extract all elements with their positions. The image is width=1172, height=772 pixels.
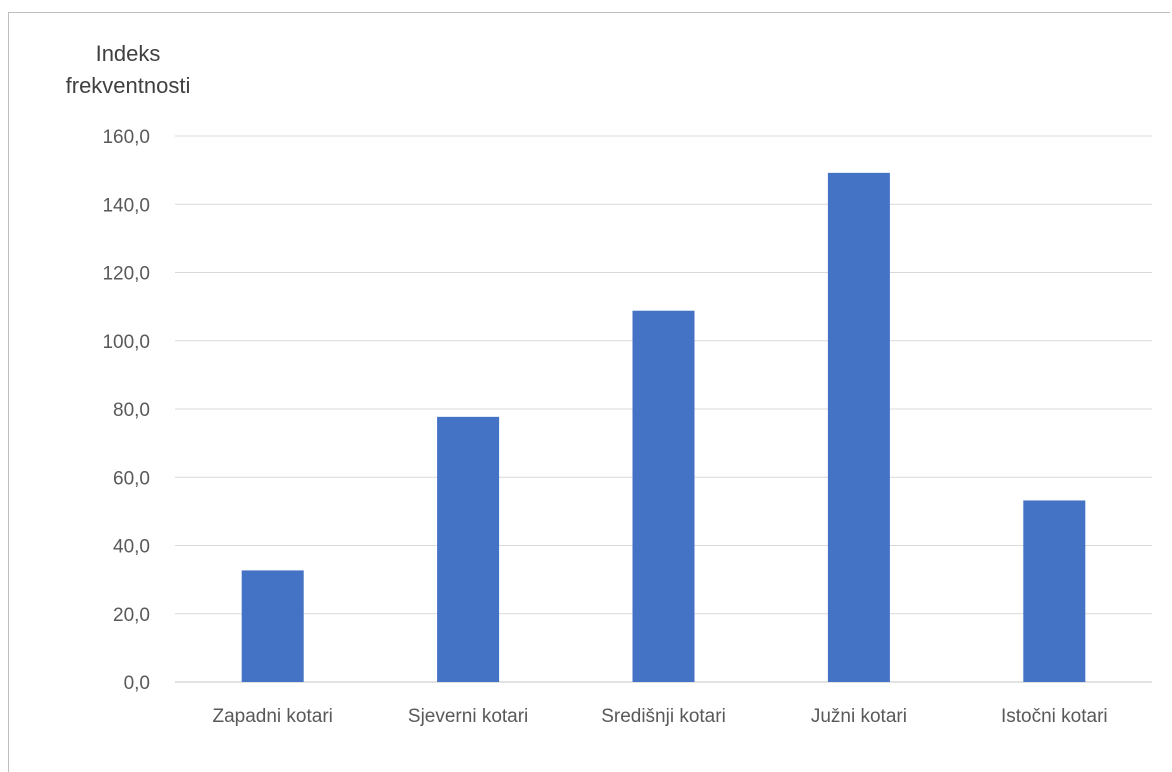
- x-tick-label: Zapadni kotari: [212, 706, 332, 727]
- y-tick-label: 120,0: [102, 264, 150, 285]
- chart-frame: [8, 12, 1170, 772]
- y-tick-label: 100,0: [102, 332, 150, 353]
- bar: [827, 172, 890, 683]
- x-tick-label: Istočni kotari: [1001, 706, 1108, 727]
- y-tick-label: 20,0: [113, 605, 150, 626]
- y-axis-label-line-2: frekventnosti: [65, 73, 191, 98]
- x-tick-label: Južni kotari: [811, 706, 907, 727]
- bar: [632, 310, 695, 682]
- y-tick-label: 60,0: [113, 468, 150, 489]
- y-tick-label: 0,0: [124, 673, 150, 694]
- y-tick-label: 160,0: [102, 127, 150, 148]
- bar: [437, 416, 500, 682]
- y-tick-label: 40,0: [113, 537, 150, 558]
- bar: [1023, 500, 1086, 682]
- y-tick-label: 80,0: [113, 400, 150, 421]
- y-tick-label: 140,0: [102, 195, 150, 216]
- bars: [241, 172, 1086, 683]
- x-tick-label: Središnji kotari: [601, 706, 726, 727]
- x-axis-ticks: Zapadni kotari Sjeverni kotari Središnji k…: [212, 706, 1107, 727]
- x-tick-label: Sjeverni kotari: [408, 706, 528, 727]
- y-axis-ticks: 0,0 20,0 40,0 60,0 80,0 100,0 120,0 140,0 160,0: [102, 127, 150, 694]
- bar: [241, 570, 304, 682]
- y-axis-label: Indeks frekventnosti: [48, 38, 208, 102]
- y-axis-label-line-1: Indeks: [95, 41, 161, 66]
